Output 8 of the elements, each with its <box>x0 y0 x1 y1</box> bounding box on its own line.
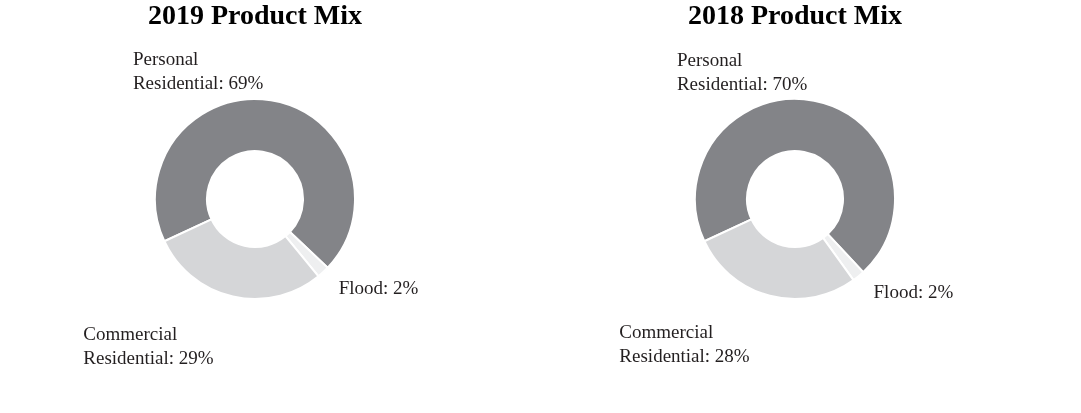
slice-label: Personal Residential: 69% <box>132 47 264 93</box>
chart-title: 2018 Product Mix <box>687 0 903 30</box>
slice-label: Commercial Residential: 28% <box>619 321 750 367</box>
slice-label: Personal Residential: 70% <box>676 48 808 94</box>
slice-label: Commercial Residential: 29% <box>83 322 214 368</box>
chart-title: 2019 Product Mix <box>147 0 363 30</box>
slice-label: Flood: 2% <box>873 281 954 303</box>
slice-label: Flood: 2% <box>338 276 419 298</box>
